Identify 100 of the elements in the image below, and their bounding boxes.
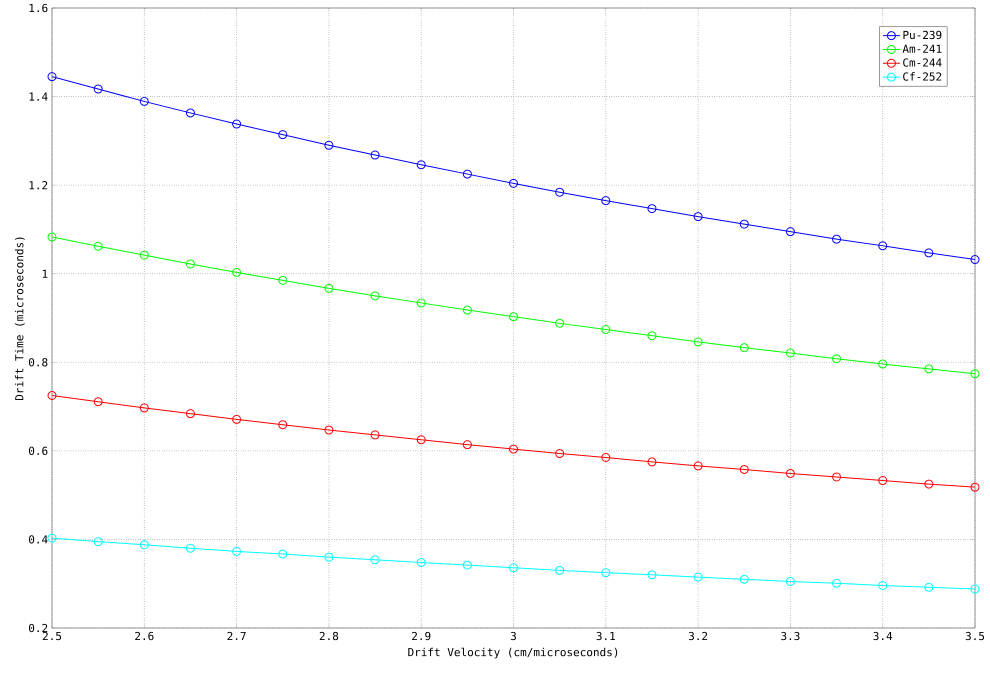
x-tick-label: 2.8 [320,632,338,640]
point [278,550,288,559]
point [186,409,195,418]
point [186,108,195,118]
point [924,582,934,592]
point [740,464,749,474]
point [740,343,749,352]
point [786,227,795,236]
point [278,130,288,140]
legend-label: Am-241 [902,44,942,53]
point [647,204,656,214]
x-tick-label: 2.9 [412,632,430,640]
point [832,578,842,588]
point [786,348,795,358]
y-tick-label: 0.2 [28,624,48,632]
y-tick-label: 1.2 [30,181,48,190]
point [970,584,980,594]
point [694,461,703,470]
point [140,403,149,412]
point [140,250,149,260]
point [462,440,472,450]
point [324,284,334,293]
x-tick-label: 3.1 [596,632,615,640]
point [462,170,472,179]
x-tick-label: 2.7 [227,632,246,640]
y-tick-label: 0.6 [28,446,48,456]
point [555,566,564,575]
point [462,306,472,315]
point [740,574,749,584]
point [878,241,888,250]
point [924,364,934,374]
legend-label: Cf-252 [903,72,942,81]
x-tick-label: 3 [510,632,516,640]
point [186,544,195,553]
point [232,414,242,424]
point [555,449,564,458]
point [878,476,888,486]
x-axis-title: Drift Velocity (cm/microseconds) [408,648,618,658]
point [647,570,656,580]
point [694,572,703,582]
y-tick-label: 1.6 [30,4,48,12]
x-tick-label: 3.4 [874,632,892,640]
point [278,276,288,285]
point [509,312,518,322]
legend-label: Pu-239 [903,30,942,40]
point [878,360,888,369]
point [324,426,334,435]
point [324,140,334,150]
point [970,369,980,378]
point [370,555,380,564]
x-tick-label: 2.5 [42,632,62,640]
legend-label: Cm-244 [903,58,942,67]
point [601,568,610,578]
y-tick-label: 1.4 [30,92,48,101]
point [740,220,749,229]
point [924,248,934,258]
point [94,397,103,406]
point [509,563,518,572]
y-tick-label: 1 [42,270,48,278]
point [232,268,242,277]
point [48,232,56,242]
point [786,577,795,586]
point [186,259,195,268]
point [509,444,518,454]
point [370,291,380,300]
point [324,552,334,562]
point [601,196,610,206]
point [278,420,288,430]
point [416,558,426,567]
point [48,534,56,543]
point [832,472,842,482]
point [140,96,149,106]
point [970,255,980,264]
point [509,178,518,188]
point [878,580,888,590]
point [94,537,103,546]
point [924,480,934,489]
point [601,452,610,462]
point [232,120,242,129]
point [370,150,380,160]
point [462,560,472,570]
point [601,325,610,334]
point [647,457,656,466]
point [416,298,426,308]
point [694,212,703,222]
y-axis-title: Drift Time (microseconds) [14,238,25,400]
point [555,318,564,328]
point [370,430,380,440]
x-tick-label: 2.6 [135,632,154,640]
point [232,546,242,556]
x-tick-label: 3.2 [688,632,708,640]
point [555,188,564,197]
x-tick-label: 3.3 [781,632,800,640]
point [970,482,980,492]
point [647,331,656,340]
y-tick-label: 0.8 [28,358,48,366]
point [416,160,426,170]
y-tick-label: 0.4 [28,535,48,544]
point [94,84,103,94]
point [786,468,795,478]
